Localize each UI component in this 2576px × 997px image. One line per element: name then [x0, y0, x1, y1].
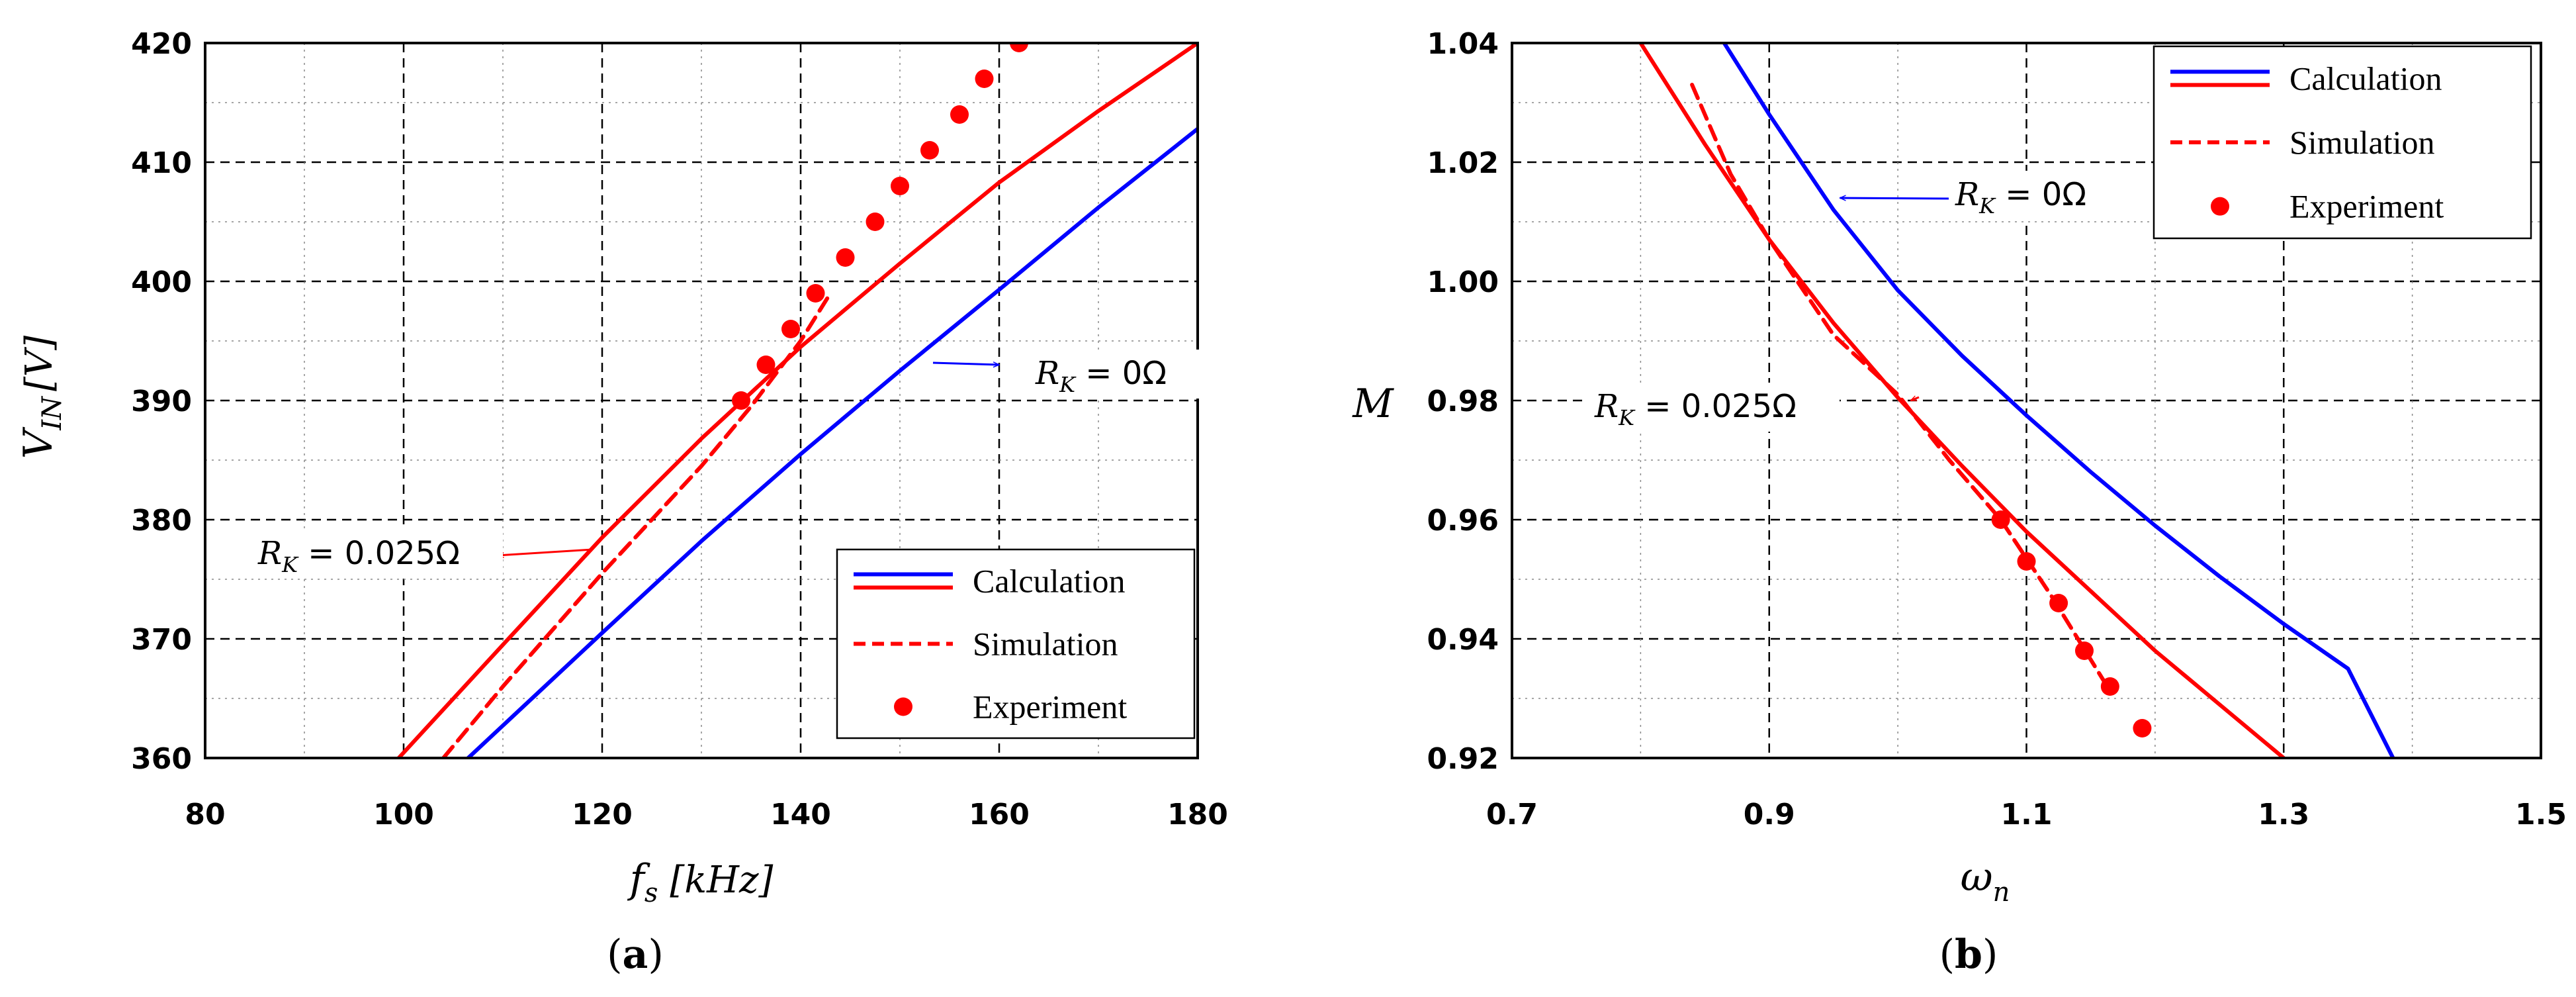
- experiment-data-point: [2133, 719, 2152, 737]
- experiment-data-point: [1991, 510, 2010, 529]
- panel-b-chart: 0.7 0.9 1.1 1.3 1.5 0.92 0.94 0.96 0.98 1.00 1.02…: [1352, 27, 2567, 978]
- legend-label-calculation: Calculation: [973, 563, 1126, 600]
- y-tick-label: 1.02: [1427, 146, 1499, 180]
- legend-label-experiment: Experiment: [2289, 188, 2444, 225]
- panel-a-plot-frame: [204, 42, 1199, 759]
- x-tick-label: 0.7: [1486, 798, 1538, 831]
- panel-a-x-tick-labels: 80 100 120 140 160 180: [185, 798, 1228, 831]
- legend-label-simulation: Simulation: [2289, 124, 2434, 161]
- experiment-data-point: [891, 177, 909, 195]
- experiment-data-point: [781, 320, 800, 338]
- y-tick-label: 0.94: [1427, 623, 1499, 657]
- panel-b-caption: (b): [1939, 931, 1998, 978]
- experiment-data-point: [1010, 43, 1028, 52]
- panel-b-y-tick-labels: 0.92 0.94 0.96 0.98 1.00 1.02 1.04: [1427, 27, 1499, 776]
- annotation-label: RK = 0.025Ω: [1594, 388, 1797, 430]
- annotation-arrow: [932, 363, 999, 365]
- annotation-label: RK = 0Ω: [1035, 355, 1167, 397]
- panel-a-y-tick-labels: 360 370 380 390 400 410 420: [131, 27, 192, 776]
- x-tick-label: 1.1: [2001, 798, 2053, 831]
- panel-b-y-axis-label: M: [1352, 381, 1394, 427]
- annotation-backing: [1029, 350, 1227, 399]
- annotation-arrow: [1911, 397, 1920, 402]
- calculation-line-rk-0: [1722, 43, 2395, 758]
- experiment-data-point: [756, 356, 776, 374]
- x-tick-label: 1.3: [2258, 798, 2309, 831]
- y-tick-label: 380: [131, 504, 192, 538]
- experiment-data-point: [2049, 594, 2068, 612]
- experiment-data-point: [2017, 552, 2036, 571]
- panel-a-y-axis-label: VIN[V]: [15, 336, 67, 459]
- x-tick-label: 180: [1167, 798, 1228, 831]
- calculation-line-rk-0025: [396, 43, 1198, 758]
- panel-a-series: [396, 43, 1198, 758]
- experiment-data-point: [975, 70, 994, 88]
- simulation-line-rk-0025: [1690, 83, 2106, 683]
- x-tick-label: 80: [185, 798, 225, 831]
- experiment-data-point: [806, 284, 825, 303]
- y-tick-label: 0.92: [1427, 742, 1499, 776]
- panel-a-x-axis-label: fs [kHz]: [627, 856, 774, 908]
- legend-swatch-experiment: [2211, 197, 2229, 216]
- simulation-line-rk-0025: [441, 291, 832, 758]
- experiment-data-point: [950, 105, 969, 124]
- panel-b-annotations: RK = 0Ω RK = 0.025Ω: [1588, 171, 2147, 432]
- panel-b-x-tick-labels: 0.7 0.9 1.1 1.3 1.5: [1486, 798, 2567, 831]
- annotation-label: RK = 0.025Ω: [257, 535, 460, 577]
- legend-swatch-experiment: [894, 697, 912, 716]
- experiment-data-point: [920, 141, 939, 160]
- legend-label-experiment: Experiment: [973, 688, 1127, 726]
- panel-a-grid: [205, 43, 1198, 758]
- y-tick-label: 390: [131, 385, 192, 418]
- panel-b-plot-frame: [1511, 42, 2542, 759]
- y-tick-label: 0.96: [1427, 504, 1499, 538]
- legend-label-simulation: Simulation: [973, 626, 1118, 663]
- panel-a-legend: Calculation Simulation Experiment: [836, 548, 1196, 739]
- x-tick-label: 100: [373, 798, 434, 831]
- y-tick-label: 0.98: [1427, 385, 1499, 418]
- x-tick-label: 0.9: [1744, 798, 1795, 831]
- experiment-data-point: [836, 248, 855, 267]
- panel-a-caption: (a): [607, 931, 664, 978]
- x-tick-label: 140: [770, 798, 831, 831]
- panel-b-legend: Calculation Simulation Experiment: [2153, 45, 2532, 240]
- panel-b-x-axis-label: ωn: [1961, 854, 2010, 908]
- x-tick-label: 120: [572, 798, 633, 831]
- annotation-backing: [1949, 171, 2147, 220]
- y-tick-label: 420: [131, 27, 192, 61]
- y-tick-label: 400: [131, 265, 192, 299]
- panel-b-series: [1638, 43, 2395, 758]
- x-tick-label: 160: [969, 798, 1030, 831]
- experiment-data-point: [2100, 677, 2119, 696]
- annotation-arrow: [1840, 198, 1953, 199]
- experiment-data-point: [732, 391, 750, 410]
- y-tick-label: 370: [131, 623, 192, 657]
- legend-label-calculation: Calculation: [2289, 60, 2442, 97]
- panel-a-annotations: RK = 0Ω RK = 0.025Ω: [251, 350, 1227, 579]
- y-tick-label: 360: [131, 742, 192, 776]
- experiment-data-point: [2074, 641, 2094, 660]
- y-tick-label: 1.04: [1427, 27, 1499, 61]
- x-tick-label: 1.5: [2515, 798, 2567, 831]
- calculation-line-rk-0: [466, 126, 1198, 758]
- y-tick-label: 410: [131, 146, 192, 180]
- experiment-data-point: [866, 213, 885, 231]
- calculation-line-rk-0025: [1638, 43, 2286, 758]
- annotation-label: RK = 0Ω: [1955, 176, 2086, 218]
- annotation-backing: [1588, 383, 1840, 432]
- annotation-arrow: [498, 548, 593, 555]
- annotation-backing: [251, 530, 503, 579]
- y-tick-label: 1.00: [1427, 265, 1499, 299]
- panel-a-chart: 80 100 120 140 160 180 360370380390400410420 …: [15, 27, 1228, 978]
